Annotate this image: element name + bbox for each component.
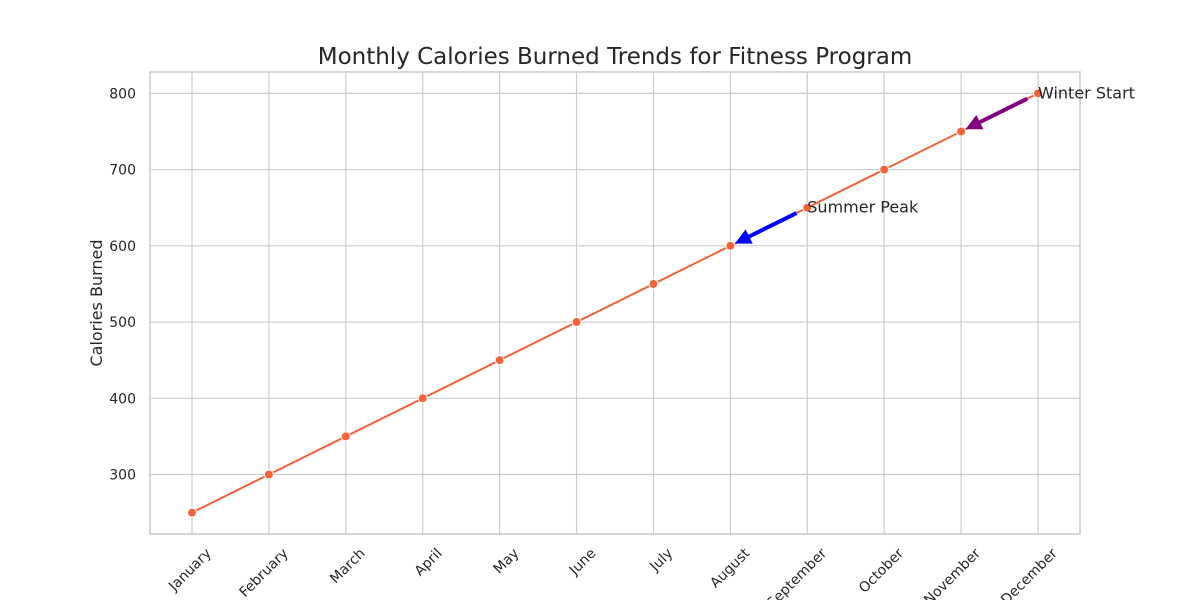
annotation-arrow-head bbox=[965, 114, 984, 130]
data-point bbox=[725, 240, 736, 251]
y-tick-label: 300 bbox=[109, 468, 136, 484]
x-tick-label: September bbox=[764, 545, 830, 600]
data-point bbox=[417, 393, 428, 404]
y-tick-labels: 300 400 500 600 700 800 bbox=[109, 86, 136, 483]
y-axis-label: Calories Burned bbox=[87, 239, 106, 366]
x-tick-label: February bbox=[237, 546, 292, 600]
x-tick-label: March bbox=[327, 546, 368, 587]
x-tick-labels: January February March April May June July Augu… bbox=[165, 545, 1061, 600]
data-point bbox=[879, 164, 890, 175]
y-tick-label: 600 bbox=[109, 239, 136, 255]
annotation-label: Winter Start bbox=[1038, 83, 1135, 102]
series-line bbox=[191, 92, 1039, 514]
y-tick-label: 800 bbox=[109, 86, 136, 102]
plot-frame bbox=[149, 71, 1081, 535]
x-tick-label: April bbox=[412, 546, 446, 580]
x-tick-label: December bbox=[998, 545, 1061, 600]
x-tick-label: November bbox=[921, 545, 984, 600]
series-layer bbox=[187, 88, 1043, 518]
data-point bbox=[340, 431, 351, 442]
y-tick-label: 400 bbox=[109, 391, 136, 407]
data-point bbox=[263, 469, 274, 480]
y-tick-label: 500 bbox=[109, 315, 136, 331]
annotation-arrow-shaft bbox=[979, 96, 1029, 124]
data-point bbox=[802, 202, 813, 213]
x-tick-label: July bbox=[646, 546, 676, 576]
data-point bbox=[494, 355, 505, 366]
annotation-arrow-head bbox=[734, 229, 753, 244]
data-point bbox=[571, 317, 582, 328]
data-point bbox=[648, 278, 659, 289]
data-point bbox=[956, 126, 967, 137]
annotation-arrow-shaft bbox=[748, 211, 798, 239]
annotation-label: Summer Peak bbox=[807, 198, 919, 217]
grid bbox=[150, 72, 1080, 534]
x-tick-label: August bbox=[707, 545, 753, 591]
annotation-layer: Summer Peak Winter Start bbox=[734, 83, 1135, 244]
x-tick-label: October bbox=[856, 545, 907, 596]
chart-title: Monthly Calories Burned Trends for Fitne… bbox=[318, 44, 913, 70]
x-tick-label: January bbox=[165, 546, 215, 596]
y-tick-label: 700 bbox=[109, 163, 136, 179]
data-point bbox=[187, 507, 197, 518]
data-point bbox=[1033, 88, 1043, 99]
x-tick-label: June bbox=[566, 546, 600, 580]
x-tick-label: May bbox=[491, 546, 523, 578]
